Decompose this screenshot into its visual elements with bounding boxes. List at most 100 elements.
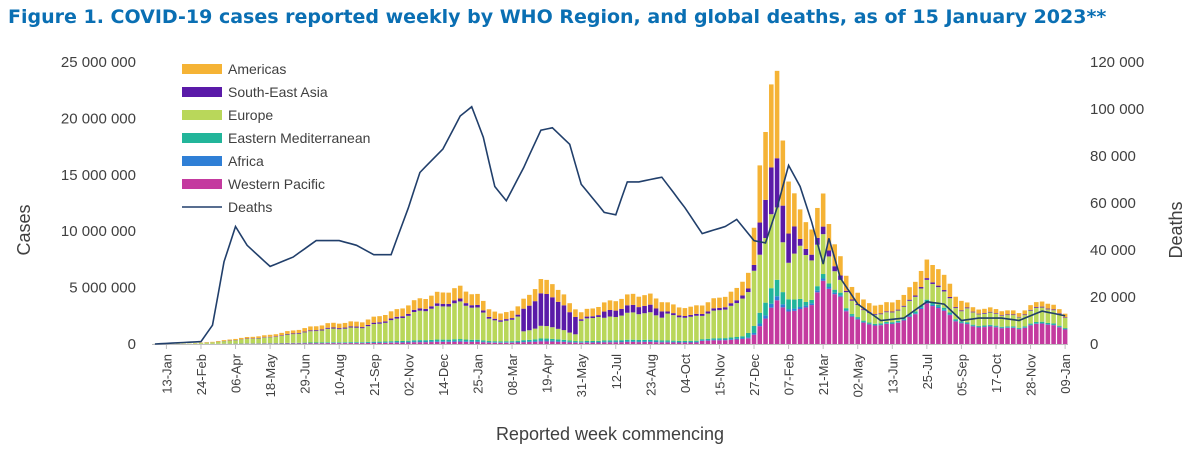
bar-segment-eastern-mediterranean — [377, 341, 382, 343]
bar-segment-south-east-asia — [1010, 314, 1016, 316]
legend-label: Europe — [228, 107, 273, 123]
bar-segment-americas — [509, 310, 515, 319]
bar-segment-western-pacific — [982, 327, 987, 344]
bar-segment-europe — [434, 305, 440, 340]
bar-segment-eastern-mediterranean — [417, 340, 423, 342]
bar-segment-americas — [734, 287, 740, 301]
bar-segment-eastern-mediterranean — [325, 342, 330, 343]
bar-segment-south-east-asia — [596, 315, 601, 317]
bar-segment-south-east-asia — [809, 254, 814, 261]
bar-segment-africa — [1028, 324, 1033, 326]
bar-segment-europe — [619, 315, 624, 341]
bar-segment-eastern-mediterranean — [550, 338, 555, 341]
bar-segment-europe — [480, 312, 486, 341]
bar-segment-americas — [953, 296, 958, 308]
bar-segment-south-east-asia — [411, 309, 417, 313]
bar-segment-western-pacific — [417, 342, 423, 344]
bar-segment-africa — [400, 342, 405, 343]
bar-segment-south-east-asia — [452, 300, 457, 304]
bar-segment-eastern-mediterranean — [694, 340, 699, 342]
bar-segment-africa — [434, 341, 440, 342]
bar-segment-western-pacific — [671, 342, 676, 344]
bar-segment-europe — [849, 300, 855, 315]
bar-segment-eastern-mediterranean — [1039, 321, 1045, 323]
bar-segment-europe — [1039, 307, 1045, 322]
bar-segment-americas — [694, 305, 699, 314]
bar-segment-americas — [227, 339, 233, 341]
bar-segment-south-east-asia — [924, 278, 930, 280]
bar-segment-americas — [866, 303, 872, 313]
bar-segment-western-pacific — [757, 326, 763, 344]
bar-segment-africa — [843, 310, 849, 312]
bar-segment-europe — [947, 298, 953, 313]
bar-segment-western-pacific — [659, 342, 665, 344]
bar-segment-africa — [780, 304, 786, 308]
bar-segment-western-pacific — [878, 325, 884, 344]
bar-segment-western-pacific — [832, 294, 837, 344]
bar-segment-africa — [584, 342, 590, 343]
bar-segment-africa — [849, 315, 855, 317]
bar-segment-africa — [613, 341, 619, 343]
bar-segment-europe — [371, 324, 377, 342]
bar-segment-eastern-mediterranean — [866, 322, 872, 324]
bar-segment-africa — [826, 287, 832, 289]
bar-segment-americas — [820, 193, 826, 227]
x-tick-label: 02-May — [851, 354, 866, 398]
bar-segment-americas — [279, 332, 284, 336]
y2-tick-label: 60 000 — [1090, 195, 1136, 212]
bar-segment-americas — [907, 287, 912, 300]
bar-segment-south-east-asia — [705, 311, 711, 314]
bar-segment-western-pacific — [648, 341, 653, 344]
bar-segment-eastern-mediterranean — [1034, 322, 1039, 324]
bar-segment-americas — [1045, 303, 1051, 309]
bar-segment-americas — [411, 300, 417, 310]
bar-segment-south-east-asia — [469, 305, 475, 308]
legend-label: Africa — [228, 153, 264, 169]
bar-segment-europe — [895, 310, 901, 321]
bar-segment-south-east-asia — [751, 264, 757, 271]
bar-segment-south-east-asia — [884, 311, 889, 313]
bar-segment-europe — [567, 332, 572, 341]
bar-segment-eastern-mediterranean — [1062, 328, 1068, 329]
bar-segment-south-east-asia — [1051, 309, 1056, 311]
bar-segment-americas — [665, 302, 670, 312]
bar-segment-europe — [544, 326, 549, 339]
bar-segment-western-pacific — [953, 321, 958, 344]
bar-segment-europe — [267, 337, 273, 344]
bar-segment-south-east-asia — [901, 305, 907, 307]
bar-segment-africa — [1045, 324, 1051, 325]
bar-segment-south-east-asia — [509, 318, 515, 320]
bar-segment-south-east-asia — [636, 307, 642, 315]
bar-segment-eastern-mediterranean — [492, 341, 498, 343]
bar-segment-africa — [1005, 327, 1010, 328]
x-tick-label: 05-Sep — [954, 354, 969, 396]
bar-segment-americas — [607, 300, 613, 310]
bar-segment-africa — [411, 341, 417, 343]
bar-segment-africa — [809, 303, 814, 306]
bar-segment-africa — [550, 340, 555, 342]
bar-segment-western-pacific — [964, 324, 970, 344]
bar-segment-south-east-asia — [878, 313, 884, 315]
bar-segment-south-east-asia — [607, 309, 613, 317]
bar-segment-south-east-asia — [613, 310, 619, 318]
deaths-line-group — [154, 105, 1066, 345]
bar-segment-eastern-mediterranean — [1010, 326, 1016, 328]
bar-segment-europe — [694, 315, 699, 341]
bar-segment-eastern-mediterranean — [457, 339, 463, 341]
bar-segment-western-pacific — [325, 343, 330, 344]
bar-segment-americas — [273, 334, 279, 337]
bar-segment-western-pacific — [947, 315, 953, 344]
bar-segment-americas — [613, 301, 619, 311]
bar-segment-americas — [452, 288, 457, 301]
bar-segment-americas — [884, 302, 889, 312]
bar-segment-africa — [567, 341, 572, 343]
bar-segment-europe — [901, 306, 907, 319]
bar-segment-eastern-mediterranean — [941, 307, 947, 310]
bar-segment-eastern-mediterranean — [855, 317, 861, 319]
bar-segment-western-pacific — [843, 311, 849, 344]
bar-segment-europe — [383, 322, 388, 342]
bar-segment-south-east-asia — [895, 309, 901, 311]
bar-segment-europe — [745, 292, 751, 333]
bar-segment-western-pacific — [1028, 325, 1033, 344]
bar-segment-eastern-mediterranean — [717, 338, 722, 340]
